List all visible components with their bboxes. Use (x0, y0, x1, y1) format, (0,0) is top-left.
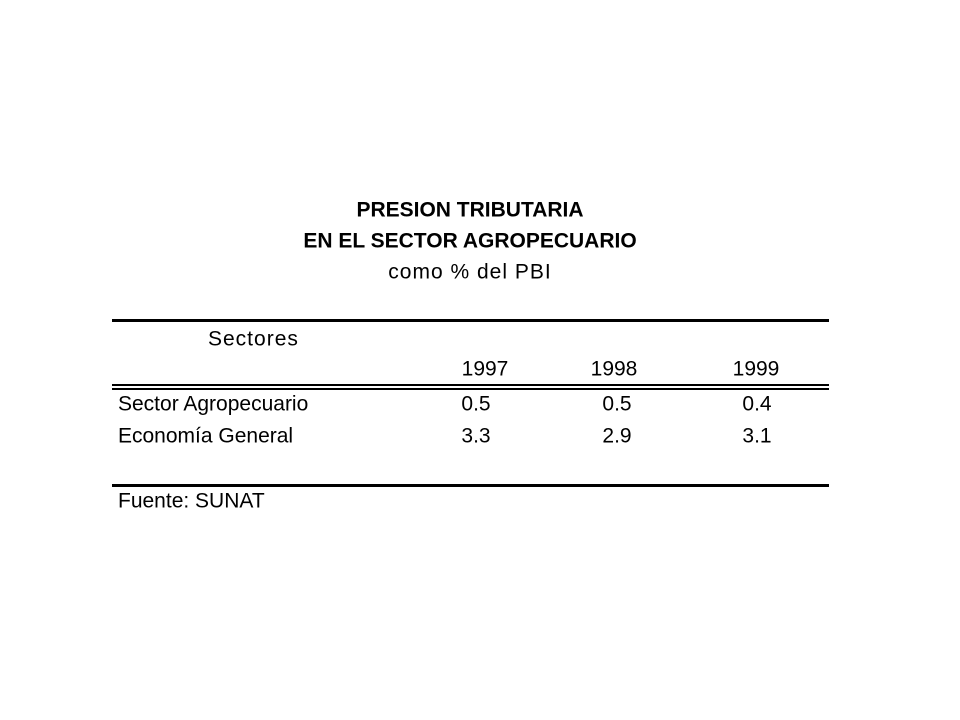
cell: 3.1 (742, 424, 772, 448)
title: PRESION TRIBUTARIA (356, 198, 584, 222)
subtitle: como % del PBI (388, 260, 552, 284)
column-header: 1999 (732, 357, 780, 381)
cell: 3.3 (461, 424, 491, 448)
cell: 0.4 (742, 392, 772, 416)
row-label: Sector Agropecuario (118, 392, 309, 416)
rule (112, 388, 829, 390)
rule (112, 384, 829, 386)
column-header: 1998 (590, 357, 638, 381)
header: Sectores (208, 327, 299, 351)
row-label: Economía General (118, 424, 294, 448)
cell: 2.9 (602, 424, 632, 448)
cell: 0.5 (461, 392, 491, 416)
source: Fuente: SUNAT (118, 489, 265, 513)
cell: 0.5 (602, 392, 632, 416)
column-header: 1997 (461, 357, 509, 381)
rule (112, 319, 829, 322)
title: EN EL SECTOR AGROPECUARIO (303, 229, 637, 253)
rule (112, 484, 829, 487)
